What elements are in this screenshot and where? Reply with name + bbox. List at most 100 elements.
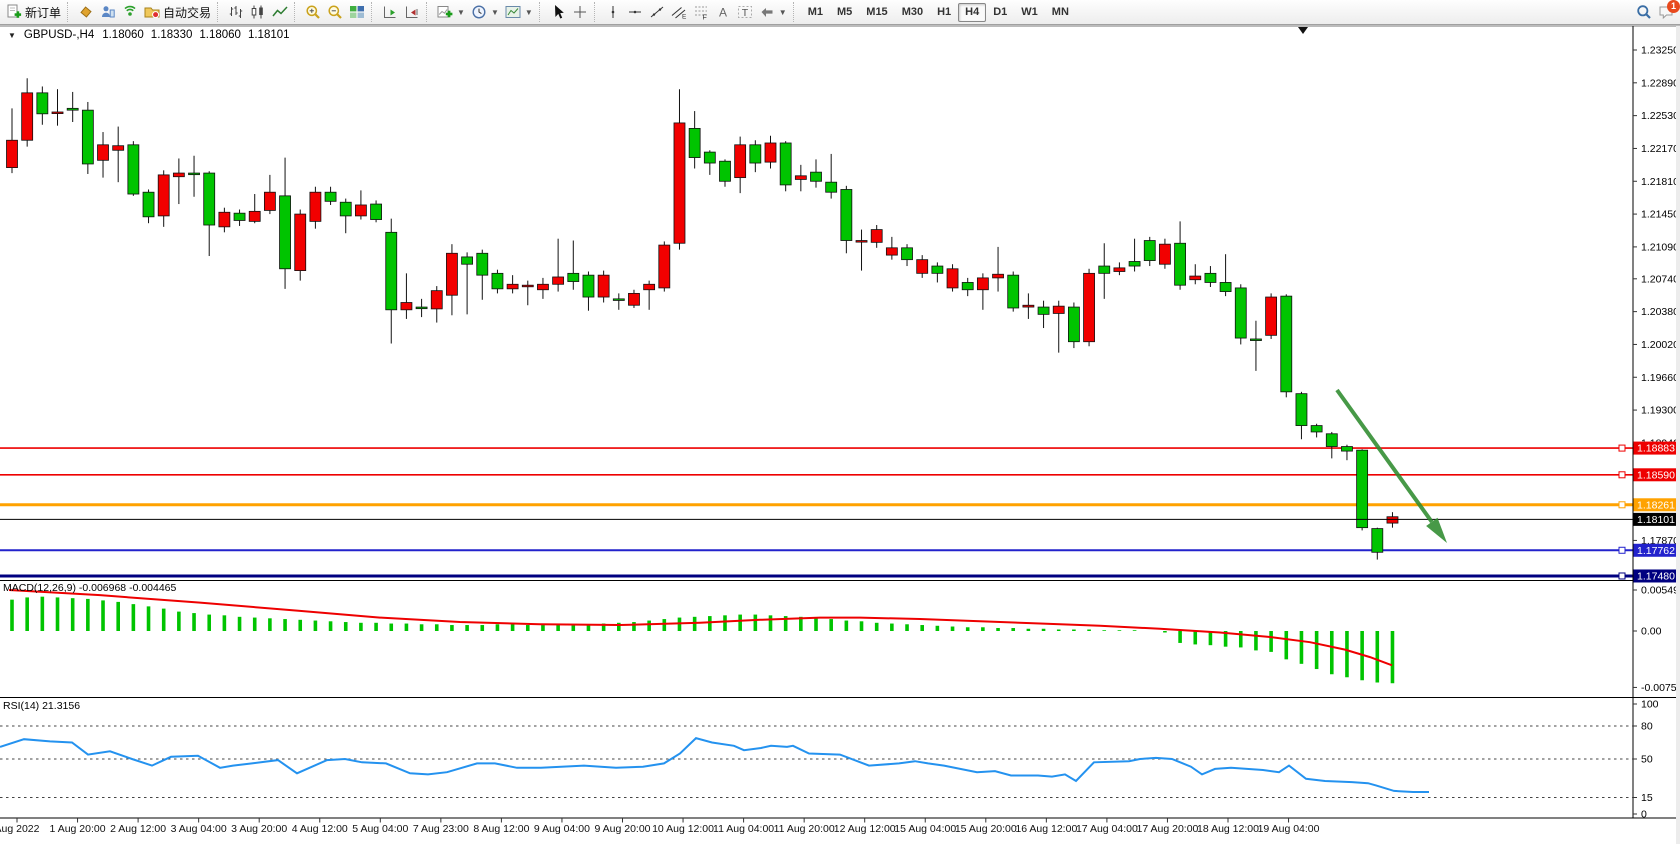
timeframe-button-w1[interactable]: W1 (1021, 5, 1038, 18)
zoom-in-button[interactable] (302, 2, 324, 23)
tile-windows-button[interactable] (346, 2, 368, 23)
toolbar-separator (426, 2, 431, 22)
rsi-indicator-label: RSI(14) 21.3156 (3, 700, 81, 712)
candle-body (446, 252, 458, 296)
cursor-tool-button[interactable] (547, 2, 569, 23)
timeframe-button-m30[interactable]: M30 (901, 5, 924, 18)
svg-text:1.17762: 1.17762 (1637, 545, 1675, 557)
fibo-icon: F (694, 6, 707, 20)
candle-body (719, 160, 731, 182)
trendline-tool-button[interactable] (646, 2, 668, 23)
candle-body (66, 107, 79, 111)
timeframe-button-h1[interactable]: H1 (937, 5, 952, 18)
candle-body (1037, 306, 1050, 315)
channel-tool-button[interactable]: E (668, 2, 690, 23)
candle-body (476, 252, 489, 276)
data-window-button[interactable] (97, 2, 119, 23)
person-icon (102, 6, 115, 18)
svg-text:0.005493: 0.005493 (1641, 585, 1680, 597)
svg-text:7 Aug 23:00: 7 Aug 23:00 (413, 823, 469, 835)
crosshair-tool-button[interactable] (569, 2, 591, 23)
zoom-out-button[interactable] (324, 2, 346, 23)
timeframe-button-m1[interactable]: M1 (807, 5, 823, 18)
magnifier-icon (1637, 5, 1651, 19)
timeframe-button-m5[interactable]: M5 (837, 5, 853, 18)
periods-menu-button[interactable]: ▼ (468, 2, 502, 23)
svg-text:1.22170: 1.22170 (1641, 143, 1679, 155)
timeframe-button-d1[interactable]: D1 (993, 5, 1008, 18)
arrows-menu-button[interactable]: ▼ (756, 2, 790, 23)
chevron-down-icon: ▼ (778, 7, 787, 17)
text-tool-button[interactable]: A (712, 2, 734, 23)
candle-body (97, 144, 109, 161)
bar-chart-mode-button[interactable] (225, 2, 247, 23)
svg-text:3 Aug 04:00: 3 Aug 04:00 (171, 823, 227, 835)
time-axis[interactable]: Aug 2022 1 Aug 20:00 2 Aug 12:00 3 Aug 04:0… (0, 818, 1320, 835)
hline-handle[interactable] (1618, 444, 1626, 452)
price-hlines[interactable] (0, 444, 1633, 580)
indicators-menu-button[interactable]: ▼ (434, 2, 468, 23)
candle-body (552, 276, 565, 285)
svg-text:9 Aug 20:00: 9 Aug 20:00 (594, 823, 650, 835)
chevron-down-icon: ▼ (524, 7, 533, 17)
new-order-button[interactable]: 新订单 (3, 2, 64, 23)
fibonacci-tool-button[interactable]: F (690, 2, 712, 23)
candlesticks (6, 78, 1399, 560)
svg-text:0.00: 0.00 (1641, 626, 1662, 638)
candle-body (1325, 433, 1338, 447)
candle-body (794, 175, 807, 180)
candle-body (840, 189, 853, 241)
candle-body (294, 213, 307, 272)
shift-left-icon (406, 6, 418, 18)
chevron-down-icon: ▼ (457, 7, 465, 17)
candle-body (1128, 261, 1141, 267)
line-chart-mode-button[interactable] (269, 2, 291, 23)
hline-handle[interactable] (1618, 572, 1626, 580)
scrollbar[interactable] (1676, 26, 1680, 844)
candle-body (1022, 304, 1035, 308)
auto-scroll-button[interactable] (379, 2, 401, 23)
search-button[interactable] (1633, 2, 1655, 23)
chart-menu-caret-icon[interactable]: ▼ (8, 30, 16, 40)
candle-body (1174, 242, 1186, 286)
svg-text:1.19660: 1.19660 (1641, 372, 1679, 384)
doc-plus-icon (7, 4, 22, 18)
macd-histogram (10, 596, 1395, 684)
chevron-down-icon: ▼ (490, 7, 499, 17)
candle-body (339, 201, 352, 217)
horizontal-line-tool-button[interactable] (624, 2, 646, 23)
vertical-line-tool-button[interactable] (602, 2, 624, 23)
record-icon (144, 7, 160, 19)
svg-text:1.20020: 1.20020 (1641, 339, 1679, 351)
chat-button[interactable]: 1 (1655, 0, 1680, 23)
templates-menu-button[interactable]: ▼ (502, 2, 536, 23)
trend-arrow[interactable] (1335, 388, 1447, 543)
price-badge-1.17762: 1.17762 (1633, 543, 1679, 557)
styler-button[interactable] (75, 2, 97, 23)
label-tool-button[interactable]: T (734, 2, 756, 23)
autotrading-button[interactable]: 自动交易 (141, 2, 214, 23)
price-axis[interactable]: 1.23250 1.22890 1.22530 1.22170 1.21810 1.214… (1633, 45, 1680, 821)
hline-handle[interactable] (1618, 501, 1626, 509)
candle-body (946, 268, 959, 289)
hline-handle[interactable] (1618, 546, 1626, 554)
hline-handle[interactable] (1618, 471, 1626, 479)
candle-body (1143, 240, 1156, 261)
signals-button[interactable] (119, 2, 141, 23)
cursor-icon (554, 5, 564, 19)
channel-icon: E (671, 7, 687, 20)
svg-text:1.21090: 1.21090 (1641, 241, 1679, 253)
candlestick-mode-button[interactable] (247, 2, 269, 23)
candle-body (1219, 282, 1232, 292)
timeframe-button-m15[interactable]: M15 (866, 5, 888, 18)
svg-text:15: 15 (1641, 792, 1653, 804)
candle-body (976, 277, 989, 291)
svg-text:15 Aug 20:00: 15 Aug 20:00 (955, 823, 1017, 835)
chart-shift-button[interactable] (401, 2, 423, 23)
svg-text:1.17480: 1.17480 (1637, 570, 1675, 582)
svg-text:17 Aug 20:00: 17 Aug 20:00 (1136, 823, 1198, 835)
timeframe-button-h4[interactable]: H4 (958, 2, 987, 22)
zoom-in-icon (306, 5, 320, 19)
timeframe-button-mn[interactable]: MN (1051, 5, 1069, 18)
